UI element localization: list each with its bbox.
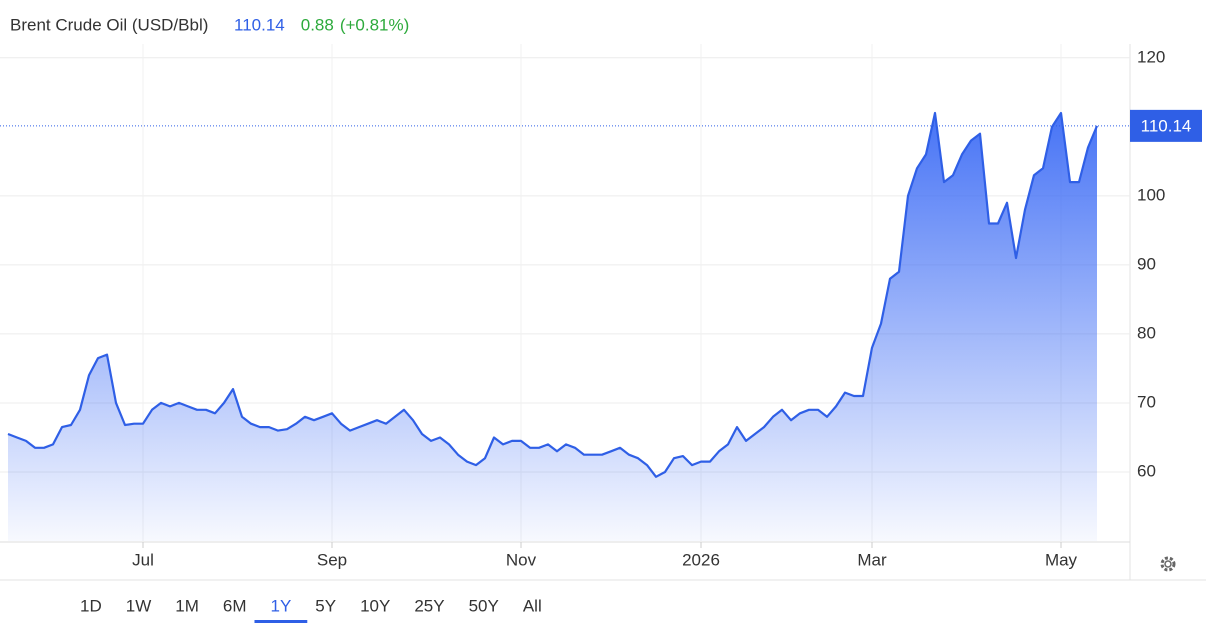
range-button[interactable]: 1M — [175, 596, 199, 615]
x-tick-label: Nov — [506, 550, 537, 569]
change-pct: (+0.81%) — [340, 15, 409, 34]
range-button[interactable]: 6M — [223, 596, 247, 615]
range-button[interactable]: 10Y — [360, 596, 390, 615]
y-tick-label: 70 — [1137, 392, 1156, 411]
range-button[interactable]: 1W — [126, 596, 152, 615]
y-tick-label: 120 — [1137, 47, 1165, 66]
change: 0.88 — [301, 15, 334, 34]
range-button[interactable]: 1Y — [270, 596, 291, 615]
x-tick-label: May — [1045, 550, 1078, 569]
area — [8, 113, 1097, 541]
x-tick-label: Mar — [857, 550, 887, 569]
x-tick-label: 2026 — [682, 550, 720, 569]
y-tick-label: 100 — [1137, 185, 1165, 204]
range-button[interactable]: 5Y — [315, 596, 336, 615]
range-button[interactable]: 1D — [80, 596, 102, 615]
range-button[interactable]: 50Y — [469, 596, 499, 615]
price: 110.14 — [234, 15, 285, 34]
range-button[interactable]: 25Y — [414, 596, 444, 615]
y-tick-label: 90 — [1137, 254, 1156, 273]
title: Brent Crude Oil (USD/Bbl) — [10, 15, 208, 34]
price-badge-label: 110.14 — [1141, 116, 1192, 135]
x-tick-label: Jul — [132, 550, 154, 569]
line — [7, 111, 1099, 478]
y-tick-label: 60 — [1137, 461, 1156, 480]
price-badge — [1130, 109, 1202, 142]
y-tick-label: 80 — [1137, 323, 1156, 342]
settings-icon[interactable] — [1160, 556, 1176, 572]
range-selected — [254, 620, 308, 623]
x-tick-label: Sep — [317, 550, 347, 569]
range-button[interactable]: All — [523, 596, 542, 615]
